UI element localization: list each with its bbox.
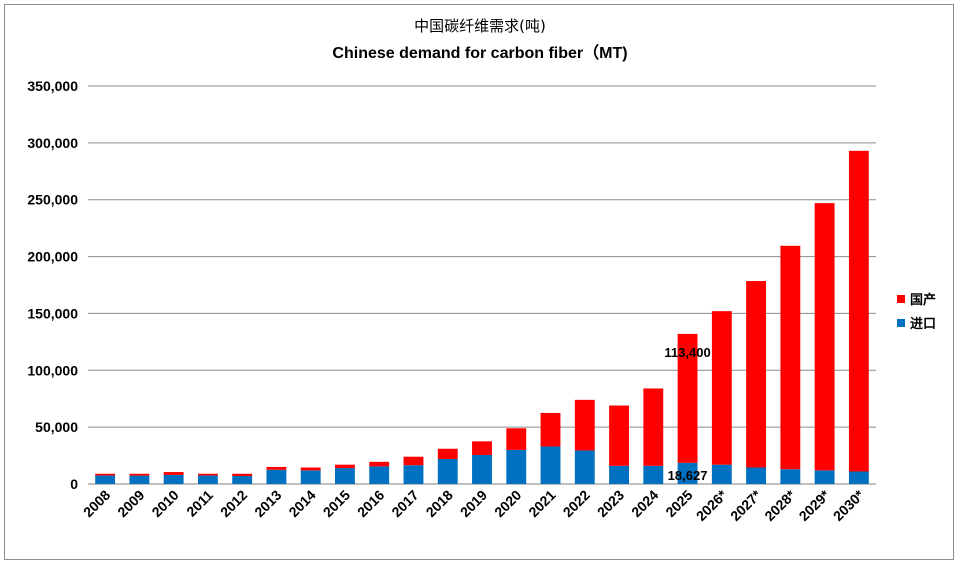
bar-import — [300, 470, 321, 484]
x-tick-label: 2020 — [491, 487, 524, 520]
x-tick-label: 2014 — [285, 487, 318, 520]
bar-domestic — [232, 473, 253, 477]
bar-import — [232, 476, 253, 484]
x-tick-label: 2017 — [388, 487, 421, 520]
x-tick-label: 2018 — [423, 487, 456, 520]
x-tick-label: 2016 — [354, 487, 387, 520]
x-tick-label: 2022 — [560, 487, 593, 520]
x-tick-label: 2024 — [628, 487, 661, 520]
bar-import — [437, 458, 458, 484]
bar-domestic — [780, 245, 801, 470]
bar-import — [643, 465, 664, 484]
annotations: 113,400 18,627 — [664, 345, 710, 483]
bar-domestic — [369, 461, 390, 467]
x-tick-label: 2029* — [796, 486, 834, 524]
y-tick-label: 150,000 — [27, 305, 78, 321]
bar-domestic — [472, 441, 492, 456]
bar-domestic — [609, 405, 629, 466]
grid-lines — [88, 85, 876, 485]
bar-import — [711, 464, 732, 484]
y-tick-label: 350,000 — [27, 78, 78, 94]
legend-label: 国产 — [910, 292, 936, 308]
bar-import — [814, 470, 835, 484]
y-tick-label: 50,000 — [35, 419, 78, 435]
bar-domestic — [711, 311, 732, 465]
x-tick-label: 2019 — [457, 487, 490, 520]
x-tick-label: 2013 — [251, 487, 284, 520]
bar-domestic — [129, 473, 150, 476]
bar-import — [574, 450, 595, 484]
bars — [95, 150, 869, 484]
bar-import — [163, 474, 184, 484]
bar-import — [266, 469, 287, 484]
bar-domestic — [95, 473, 116, 476]
x-tick-label: 2015 — [320, 487, 353, 520]
bar-import — [369, 466, 390, 484]
bar-import — [197, 475, 218, 484]
bar-import — [609, 465, 629, 484]
bar-import — [780, 469, 801, 484]
x-tick-label: 2011 — [183, 487, 216, 520]
x-tick-label: 2028* — [761, 486, 799, 524]
bar-domestic — [677, 333, 698, 463]
bar-import — [472, 455, 492, 484]
legend-label: 进口 — [910, 317, 936, 332]
bar-import — [848, 471, 869, 484]
y-tick-label: 250,000 — [27, 192, 78, 208]
x-tick-label: 2009 — [114, 487, 147, 520]
bar-import — [506, 449, 527, 484]
x-tick-label: 2012 — [217, 487, 250, 520]
y-tick-label: 100,000 — [27, 362, 78, 378]
x-tick-label: 2030* — [830, 486, 868, 524]
x-axis-ticks: 2008 2009 2010 2011 2012 2013 2014 2015 2016 2017… — [80, 486, 867, 524]
x-tick-label: 2025 — [662, 487, 695, 520]
bar-domestic — [163, 472, 184, 475]
bar-domestic — [814, 203, 835, 471]
legend-swatch — [897, 295, 905, 303]
bar-domestic — [643, 388, 664, 466]
y-tick-label: 200,000 — [27, 249, 78, 265]
y-tick-label: 0 — [70, 476, 78, 492]
bar-domestic — [266, 466, 287, 470]
chart-subtitle: Chinese demand for carbon fiber（MT) — [332, 44, 627, 62]
bar-import — [403, 465, 424, 484]
x-tick-label: 2027* — [727, 486, 765, 524]
bar-domestic — [506, 428, 527, 450]
x-tick-label: 2021 — [525, 487, 558, 520]
bar-import — [335, 468, 355, 484]
data-label: 113,400 — [664, 345, 710, 360]
x-tick-label: 2010 — [148, 487, 181, 520]
bar-import — [746, 467, 767, 484]
bar-import — [95, 475, 116, 484]
x-tick-label: 2008 — [80, 487, 113, 520]
bar-domestic — [197, 473, 218, 476]
data-label: 18,627 — [668, 468, 708, 483]
bar-import — [677, 462, 698, 484]
bar-import — [540, 446, 561, 484]
bar-domestic — [746, 281, 767, 468]
x-tick-label: 2026* — [693, 486, 731, 524]
bar-domestic — [335, 464, 355, 469]
bar-domestic — [848, 150, 869, 472]
bar-domestic — [574, 399, 595, 451]
bar-domestic — [437, 448, 458, 459]
bar-import — [129, 475, 150, 484]
legend-swatch — [897, 319, 905, 327]
chart-title: 中国碳纤维需求(吨) — [414, 17, 546, 35]
y-axis-ticks: 0 50,000 100,000 150,000 200,000 250,000 300,0… — [27, 78, 78, 492]
bar-domestic — [403, 456, 424, 466]
bar-domestic — [300, 467, 321, 471]
x-tick-label: 2023 — [594, 487, 627, 520]
y-tick-label: 300,000 — [27, 135, 78, 151]
bar-domestic — [540, 412, 561, 447]
